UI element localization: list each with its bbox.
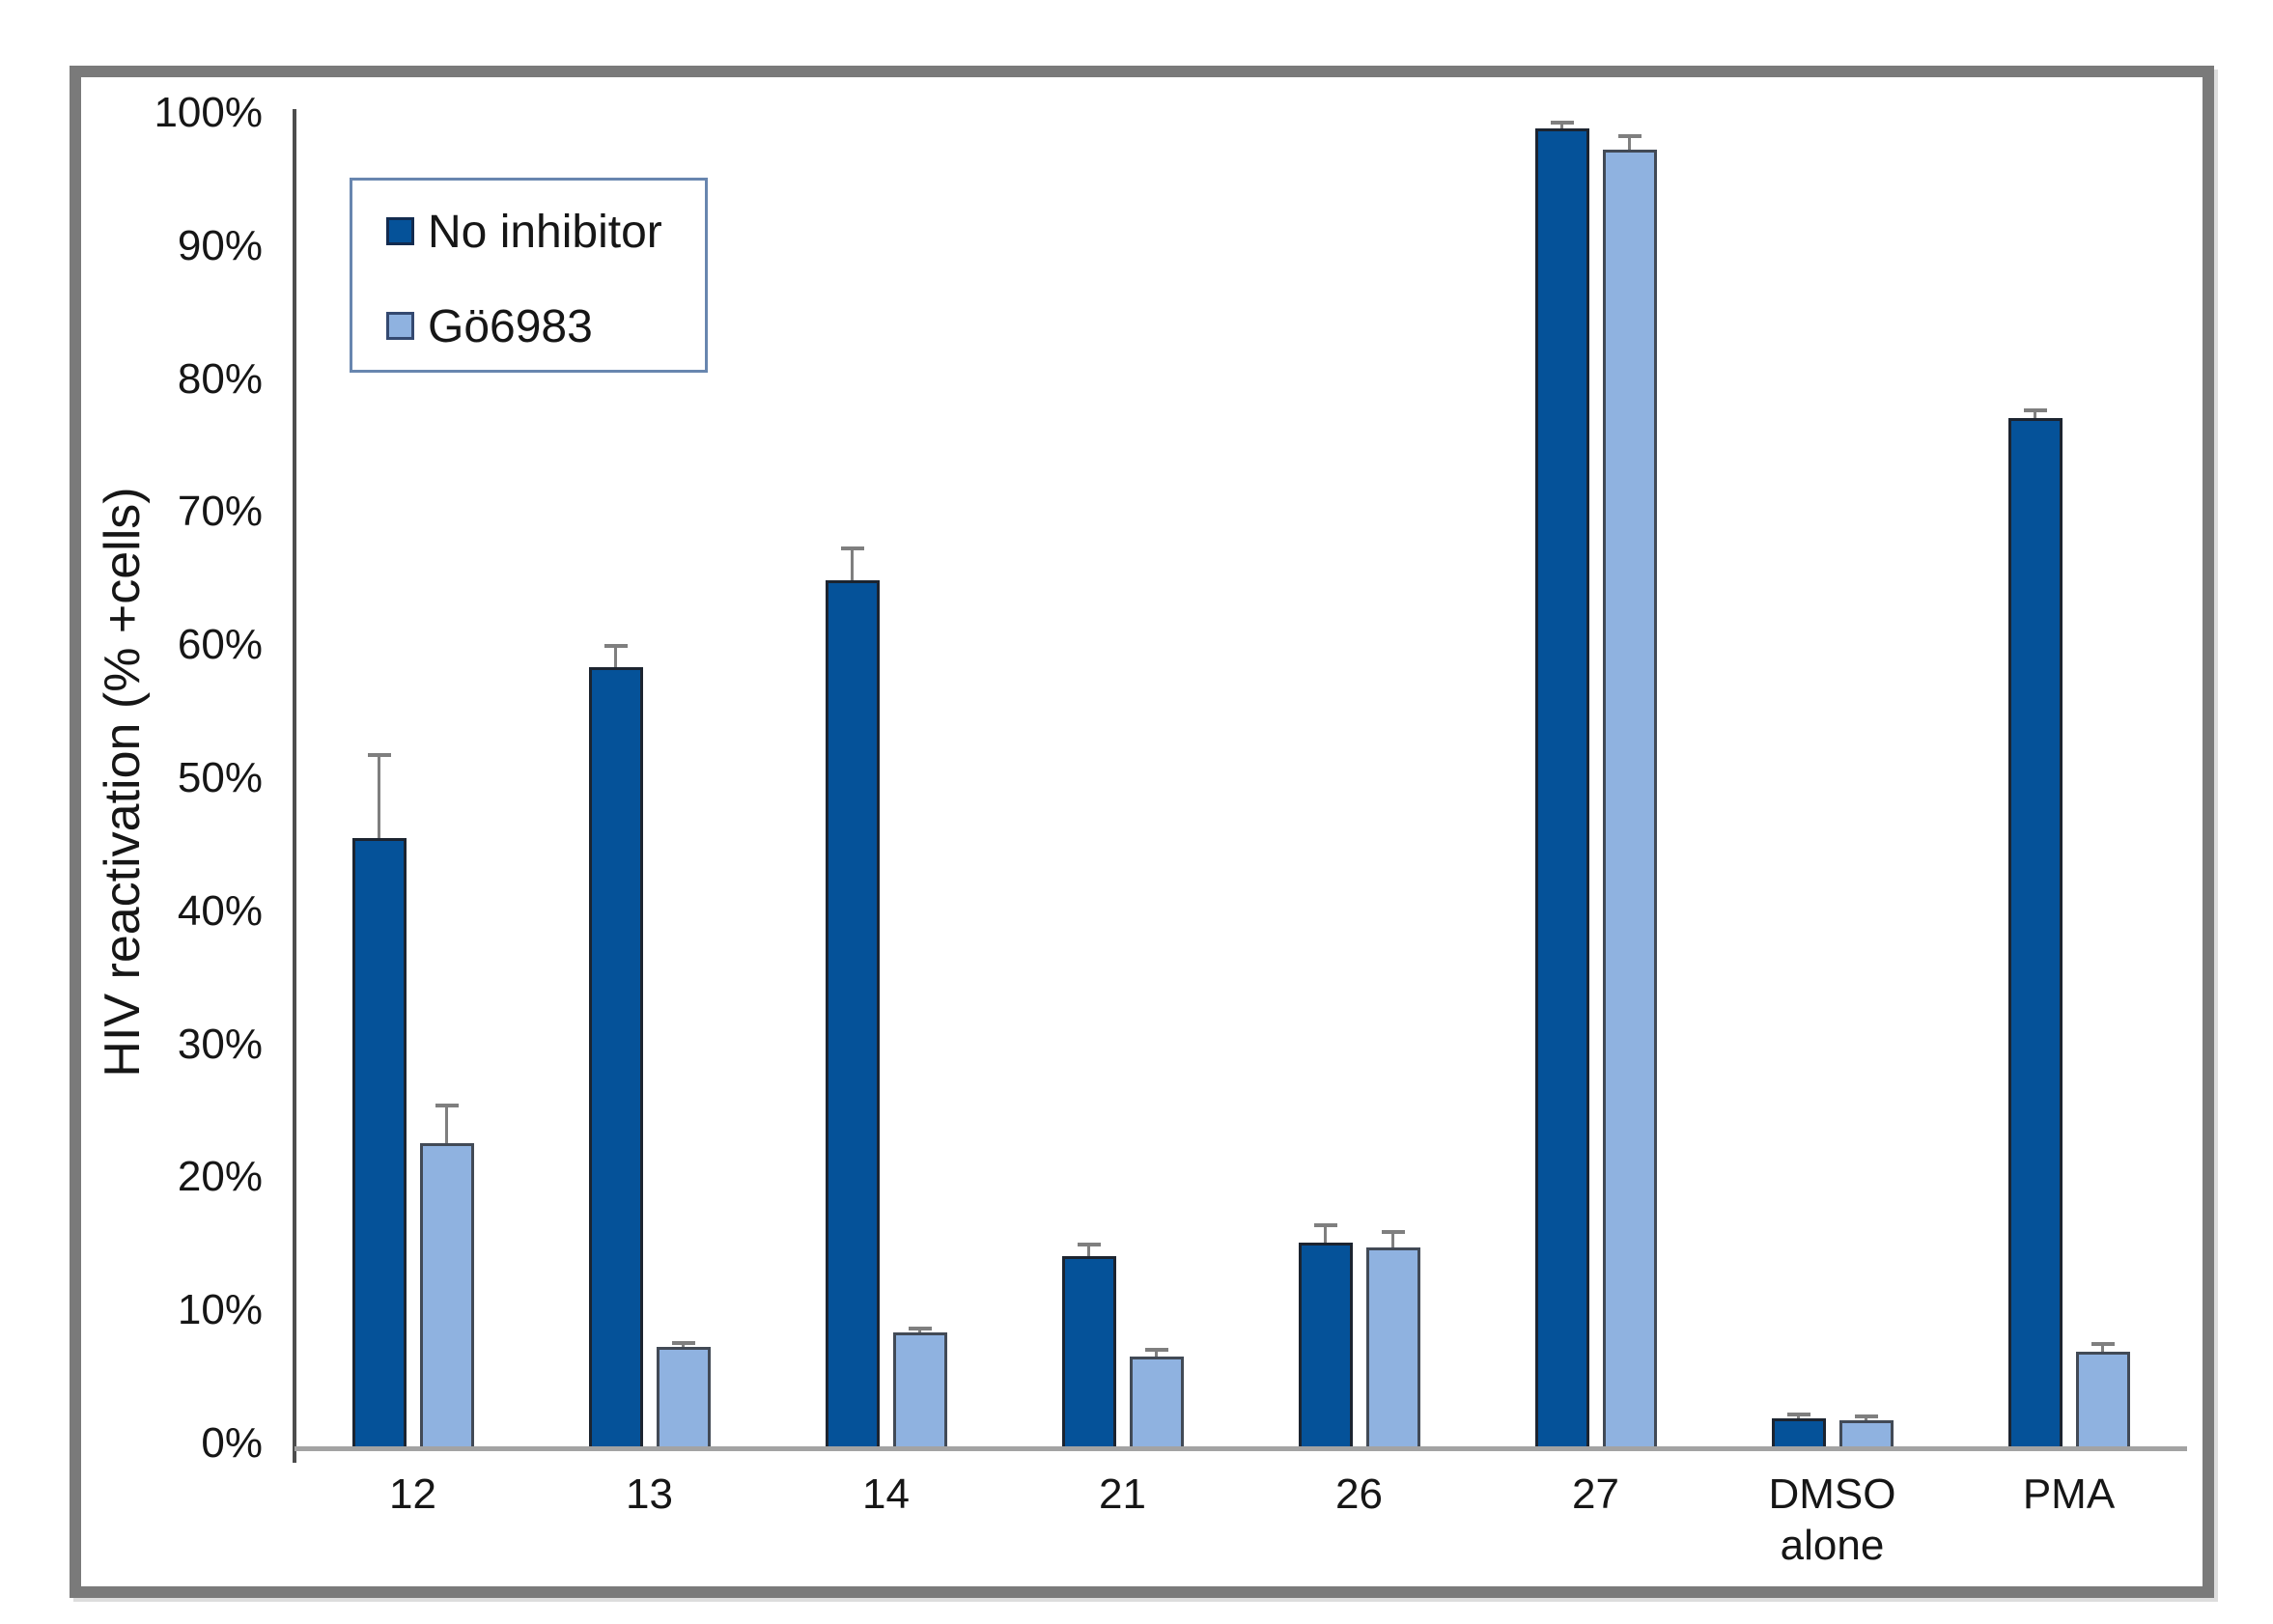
bar-14-go6983 [892,1331,947,1449]
error-bar-stem [1797,1414,1800,1419]
x-category-label-dmso-alone: DMSO alone [1768,1470,1896,1569]
bar-21-no-inhibitor [1061,1256,1116,1449]
error-bar-cap [671,1340,695,1345]
error-bar-stem [378,754,380,839]
error-bar-stem [614,645,617,667]
error-bar-cap [1077,1242,1101,1246]
error-bar-stem [1391,1232,1394,1247]
y-axis-line [293,109,296,1463]
error-bar-cap [603,643,628,648]
bar-pma-no-inhibitor [2007,418,2063,1449]
x-category-label-14: 14 [862,1470,910,1518]
error-bar-stem [1155,1349,1158,1357]
bar-13-go6983 [656,1346,711,1449]
y-tick-label-30: 30% [177,1020,263,1068]
error-bar-stem [445,1106,448,1144]
x-category-label-13: 13 [626,1470,673,1518]
error-bar-stem [1324,1225,1327,1244]
bar-dmso-alone-go6983 [1838,1419,1894,1449]
bar-27-no-inhibitor [1534,127,1589,1449]
error-bar-cap [367,752,391,757]
error-bar-stem [1087,1244,1090,1257]
bar-12-no-inhibitor [351,838,407,1449]
bar-26-no-inhibitor [1298,1243,1353,1449]
error-bar-cap [840,546,864,551]
bar-dmso-alone-no-inhibitor [1771,1418,1826,1449]
legend: No inhibitor Gö6983 [350,178,708,373]
error-bar-cap [435,1104,459,1108]
legend-swatch-go6983 [386,312,414,340]
error-bar-stem [1865,1415,1867,1420]
error-bar-cap [1617,133,1642,138]
x-category-label-26: 26 [1335,1470,1383,1518]
bar-pma-go6983 [2075,1352,2130,1449]
error-bar-cap [1854,1414,1878,1418]
error-bar-stem [1628,135,1631,150]
x-category-label-pma: PMA [2022,1470,2116,1518]
x-axis-line [295,1446,2187,1451]
y-tick-label-40: 40% [177,886,263,935]
x-category-label-12: 12 [389,1470,436,1518]
error-bar-cap [1381,1230,1405,1235]
bar-12-go6983 [419,1143,474,1449]
legend-swatch-no-inhibitor [386,217,414,245]
y-tick-label-70: 70% [177,488,263,536]
y-tick-label-60: 60% [177,621,263,669]
error-bar-cap [908,1326,932,1330]
bar-26-go6983 [1365,1246,1420,1449]
x-category-label-27: 27 [1572,1470,1619,1518]
y-tick-label-20: 20% [177,1153,263,1201]
error-bar-cap [1550,121,1574,126]
y-tick-label-0: 0% [201,1419,263,1467]
y-tick-label-50: 50% [177,754,263,801]
bar-14-no-inhibitor [825,580,880,1449]
error-bar-stem [918,1328,921,1332]
x-category-label-21: 21 [1099,1470,1146,1518]
error-bar-stem [1560,123,1563,128]
y-tick-label-10: 10% [177,1286,263,1334]
error-bar-cap [1313,1223,1337,1228]
error-bar-cap [1786,1413,1810,1417]
y-tick-label-80: 80% [177,354,263,403]
bar-21-go6983 [1129,1356,1184,1449]
error-bar-cap [1144,1347,1168,1352]
bar-13-no-inhibitor [588,666,643,1449]
legend-label-no-inhibitor: No inhibitor [428,207,662,258]
y-tick-label-90: 90% [177,221,263,269]
error-bar-cap [2091,1342,2115,1347]
error-bar-stem [851,548,854,581]
error-bar-cap [2023,407,2047,412]
error-bar-stem [2034,409,2036,419]
legend-label-go6983: Gö6983 [428,301,593,352]
error-bar-stem [2101,1344,2104,1353]
error-bar-stem [682,1342,685,1347]
y-tick-label-100: 100% [154,89,263,136]
bar-27-go6983 [1602,149,1657,1449]
